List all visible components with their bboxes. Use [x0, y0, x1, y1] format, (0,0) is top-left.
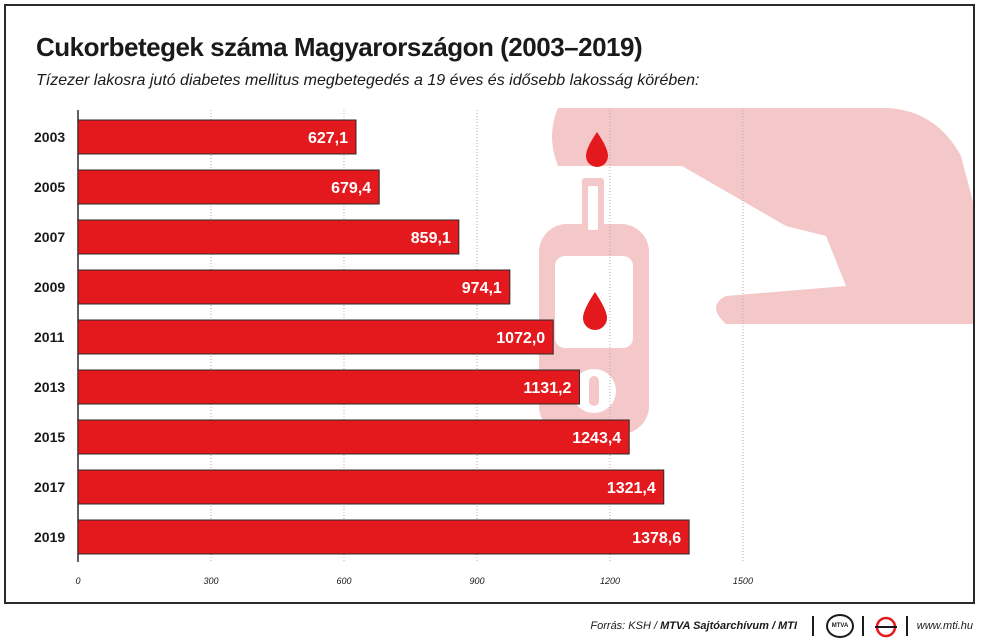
value-label: 974,1 — [462, 280, 502, 297]
value-label: 1131,2 — [523, 380, 571, 397]
x-tick-label: 1200 — [600, 576, 620, 586]
category-label: 2003 — [34, 129, 65, 145]
value-label: 679,4 — [331, 180, 371, 197]
bar — [77, 319, 554, 355]
x-tick-label: 900 — [469, 576, 484, 586]
blood-drop-icon — [586, 132, 608, 167]
bar — [77, 369, 580, 405]
category-label: 2009 — [34, 279, 65, 295]
hand-illustration — [539, 108, 973, 434]
glucometer-button-mark — [589, 376, 599, 406]
category-labels: 2003 2005 2007 2009 2011 2013 2015 2017 2019 — [34, 129, 65, 545]
screen-drop-icon — [583, 292, 607, 330]
bar — [77, 219, 460, 255]
separator — [812, 616, 814, 636]
value-label: 859,1 — [411, 230, 451, 247]
category-label: 2011 — [34, 329, 65, 345]
source-prefix: Forrás: KSH / — [590, 620, 661, 632]
bar — [77, 119, 357, 155]
category-label: 2017 — [34, 479, 65, 495]
category-label: 2013 — [34, 379, 65, 395]
bar — [77, 269, 511, 305]
bars — [77, 119, 690, 555]
chart-title: Cukorbetegek száma Magyarországon (2003–… — [36, 32, 643, 62]
test-strip-inner — [588, 186, 598, 230]
bar — [77, 519, 690, 555]
category-label: 2019 — [34, 529, 65, 545]
bar — [77, 169, 380, 205]
hand-shape — [552, 108, 973, 324]
source-credit: Forrás: KSH / MTVA Sajtóarchívum / MTI — [590, 620, 797, 632]
site-url: www.mti.hu — [916, 620, 973, 632]
category-label: 2015 — [34, 429, 65, 445]
x-tick-label: 0 — [75, 576, 80, 586]
bar — [77, 469, 665, 505]
mtva-logo: MTVA — [826, 614, 854, 638]
value-label: 1321,4 — [607, 480, 656, 497]
value-labels: 627,1 679,4 859,1 974,1 1072,0 1131,2 1243,4 13… — [308, 130, 681, 547]
bar — [77, 419, 630, 455]
category-label: 2007 — [34, 229, 65, 245]
x-tick-label: 300 — [203, 576, 218, 586]
value-label: 1243,4 — [572, 430, 621, 447]
infographic-frame: Cukorbetegek száma Magyarországon (2003–… — [4, 4, 975, 604]
separator — [906, 616, 908, 636]
footer: Forrás: KSH / MTVA Sajtóarchívum / MTI M… — [0, 610, 983, 643]
category-label: 2005 — [34, 179, 65, 195]
x-tick-label: 1500 — [733, 576, 753, 586]
chart-subtitle: Tízezer lakosra jutó diabetes mellitus m… — [36, 72, 700, 89]
source-bold: MTVA Sajtóarchívum / MTI — [660, 620, 797, 632]
x-tick-labels: 0 300 600 900 1200 1500 — [75, 576, 752, 586]
value-label: 1378,6 — [632, 530, 681, 547]
separator — [862, 616, 864, 636]
value-label: 627,1 — [308, 130, 348, 147]
bar-chart: 2003 2005 2007 2009 2011 2013 2015 2017 2019 627… — [34, 108, 973, 586]
mti-logo — [875, 616, 897, 638]
value-label: 1072,0 — [496, 330, 545, 347]
x-tick-label: 600 — [336, 576, 351, 586]
